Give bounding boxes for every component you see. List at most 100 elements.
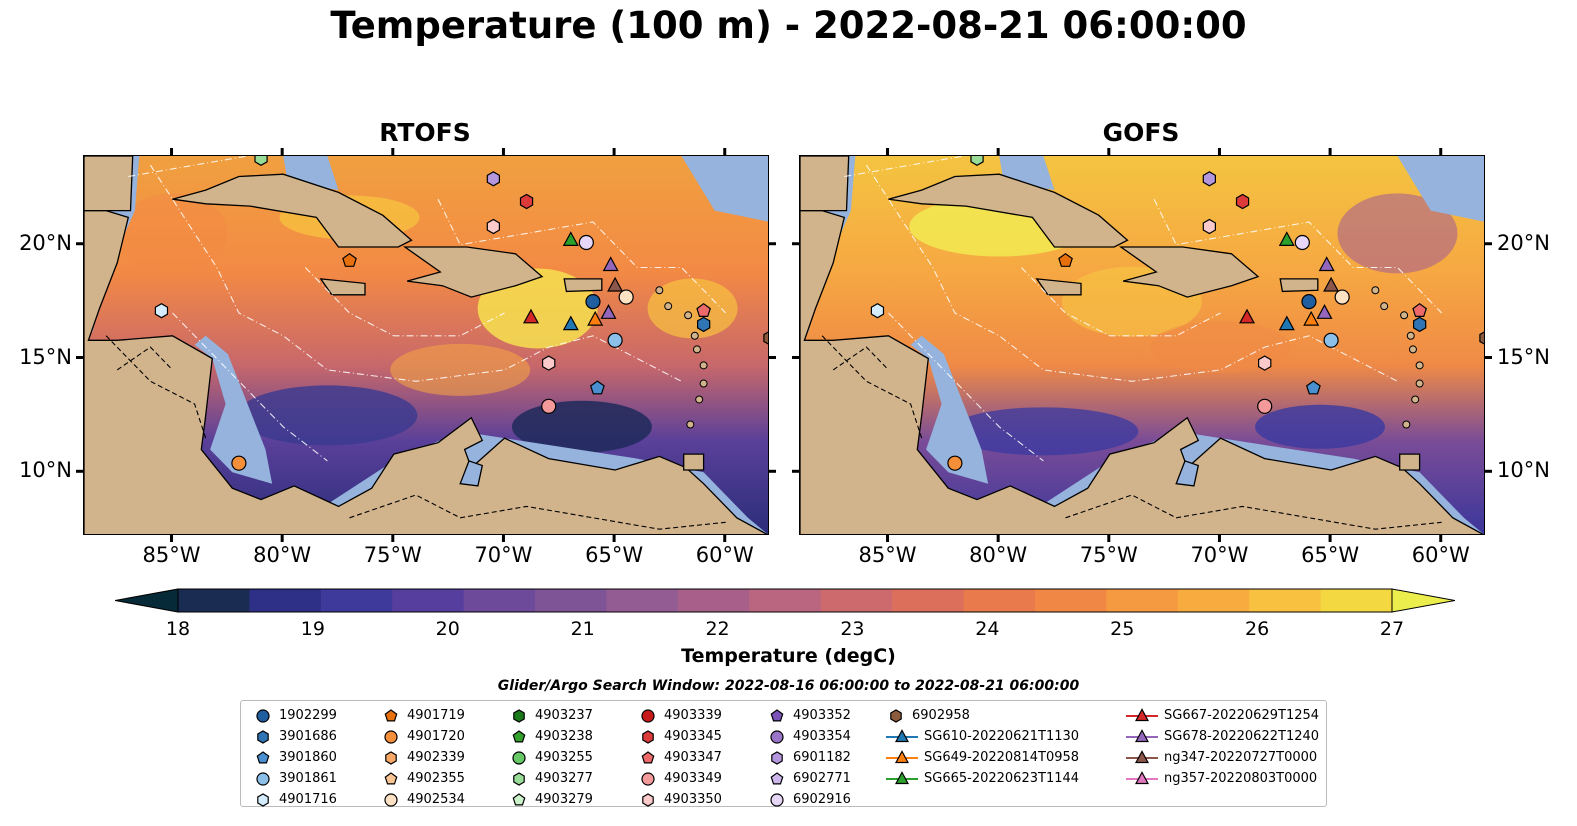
legend-item: ng357-20220803T0000 — [1126, 768, 1319, 789]
island — [699, 379, 708, 388]
data-marker-20[interactable] — [522, 308, 540, 324]
map-rtofs[interactable] — [83, 155, 769, 535]
data-marker-12[interactable] — [696, 302, 712, 317]
data-marker-11[interactable] — [1202, 218, 1216, 235]
data-marker-4[interactable] — [870, 303, 885, 319]
data-marker-18[interactable] — [602, 256, 619, 272]
data-marker-9[interactable] — [1202, 171, 1216, 187]
legend-marker[interactable] — [384, 708, 398, 721]
data-marker-23[interactable] — [1316, 304, 1333, 319]
data-marker-15[interactable] — [618, 289, 634, 305]
pentagon-marker-icon — [770, 708, 784, 721]
legend-marker[interactable] — [890, 708, 902, 723]
data-marker-17[interactable] — [562, 231, 579, 246]
search-window-text: Glider/Argo Search Window: 2022-08-16 06… — [497, 678, 1080, 694]
data-marker-22[interactable] — [587, 310, 604, 326]
data-marker-17[interactable] — [1278, 231, 1295, 246]
data-marker-10[interactable] — [1235, 193, 1250, 210]
legend-marker[interactable] — [771, 750, 783, 765]
data-marker-12[interactable] — [1412, 302, 1428, 317]
map-gofs[interactable] — [799, 155, 1485, 535]
legend-marker[interactable] — [513, 771, 525, 786]
data-marker-13[interactable] — [542, 355, 556, 371]
data-marker-7[interactable] — [1479, 331, 1485, 345]
legend-marker[interactable] — [641, 750, 655, 763]
legend-label: 4902355 — [407, 771, 465, 786]
legend-marker[interactable] — [894, 770, 910, 784]
country-border — [821, 335, 923, 439]
legend-label: 4903350 — [664, 792, 722, 807]
legend-marker[interactable] — [1134, 707, 1150, 721]
legend-marker[interactable] — [641, 771, 655, 786]
data-marker-8[interactable] — [970, 156, 984, 166]
legend-marker[interactable] — [642, 729, 654, 744]
legend-marker[interactable] — [384, 792, 398, 807]
data-marker-6[interactable] — [231, 455, 247, 471]
data-marker-4[interactable] — [154, 303, 169, 319]
data-marker-8[interactable] — [254, 156, 268, 166]
eez-boundary — [1020, 267, 1221, 337]
legend-marker[interactable] — [641, 708, 655, 723]
pentagon-marker-icon — [512, 792, 526, 805]
data-marker-22[interactable] — [1303, 310, 1320, 326]
data-marker-1[interactable] — [1413, 316, 1427, 333]
data-marker-10[interactable] — [519, 193, 534, 210]
data-marker-0[interactable] — [1301, 294, 1317, 310]
shelf-nicaragua — [910, 335, 989, 484]
data-marker-15[interactable] — [1334, 289, 1350, 305]
data-marker-21[interactable] — [562, 315, 579, 331]
legend-marker[interactable] — [512, 729, 526, 742]
legend-marker[interactable] — [770, 729, 784, 744]
panel-title-gofs: GOFS — [1102, 118, 1180, 147]
lon-tick-label: 80°W — [969, 543, 1028, 567]
data-marker-16[interactable] — [578, 234, 594, 251]
legend-marker[interactable] — [257, 729, 269, 744]
legend-marker[interactable] — [1134, 749, 1150, 763]
data-marker-3[interactable] — [1323, 332, 1339, 348]
data-marker-5[interactable] — [1058, 252, 1073, 267]
legend-marker[interactable] — [257, 792, 269, 807]
legend-marker[interactable] — [770, 708, 784, 721]
legend-marker[interactable] — [894, 749, 910, 763]
legend-marker[interactable] — [512, 792, 526, 805]
legend-marker[interactable] — [1134, 770, 1150, 784]
colorbar-outline — [177, 588, 1393, 613]
data-marker-9[interactable] — [486, 171, 500, 187]
legend-marker[interactable] — [770, 771, 784, 784]
legend-label: 4901716 — [279, 792, 337, 807]
data-marker-23[interactable] — [600, 304, 617, 319]
data-marker-3[interactable] — [607, 332, 623, 348]
data-marker-14[interactable] — [1257, 398, 1273, 414]
legend-marker[interactable] — [513, 708, 525, 723]
data-marker-2[interactable] — [589, 380, 605, 395]
data-marker-13[interactable] — [1258, 355, 1272, 371]
legend-marker[interactable] — [770, 792, 784, 807]
legend-marker[interactable] — [1134, 728, 1150, 742]
legend-marker[interactable] — [256, 750, 270, 763]
legend-marker[interactable] — [384, 771, 398, 784]
data-marker-18[interactable] — [1318, 256, 1335, 272]
data-marker-14[interactable] — [541, 398, 557, 414]
legend-marker[interactable] — [256, 708, 270, 723]
legend-label: 4903347 — [664, 750, 722, 765]
legend-marker[interactable] — [384, 729, 398, 744]
colorbar-segment — [1177, 589, 1250, 612]
legend-marker[interactable] — [512, 750, 526, 765]
data-marker-19[interactable] — [1323, 276, 1340, 292]
data-marker-21[interactable] — [1278, 315, 1295, 331]
data-marker-0[interactable] — [585, 294, 601, 310]
data-marker-19[interactable] — [607, 276, 624, 292]
data-marker-20[interactable] — [1238, 308, 1256, 324]
legend-marker[interactable] — [642, 792, 654, 807]
data-marker-6[interactable] — [947, 455, 963, 471]
legend-marker[interactable] — [256, 771, 270, 786]
data-marker-11[interactable] — [486, 218, 500, 235]
data-marker-5[interactable] — [342, 252, 357, 267]
legend-marker[interactable] — [894, 728, 910, 742]
data-marker-1[interactable] — [697, 316, 711, 333]
legend-marker[interactable] — [385, 750, 397, 765]
data-marker-16[interactable] — [1294, 234, 1310, 251]
data-marker-7[interactable] — [763, 331, 769, 345]
data-marker-2[interactable] — [1305, 380, 1321, 395]
legend-item: 4903339 — [638, 705, 722, 726]
